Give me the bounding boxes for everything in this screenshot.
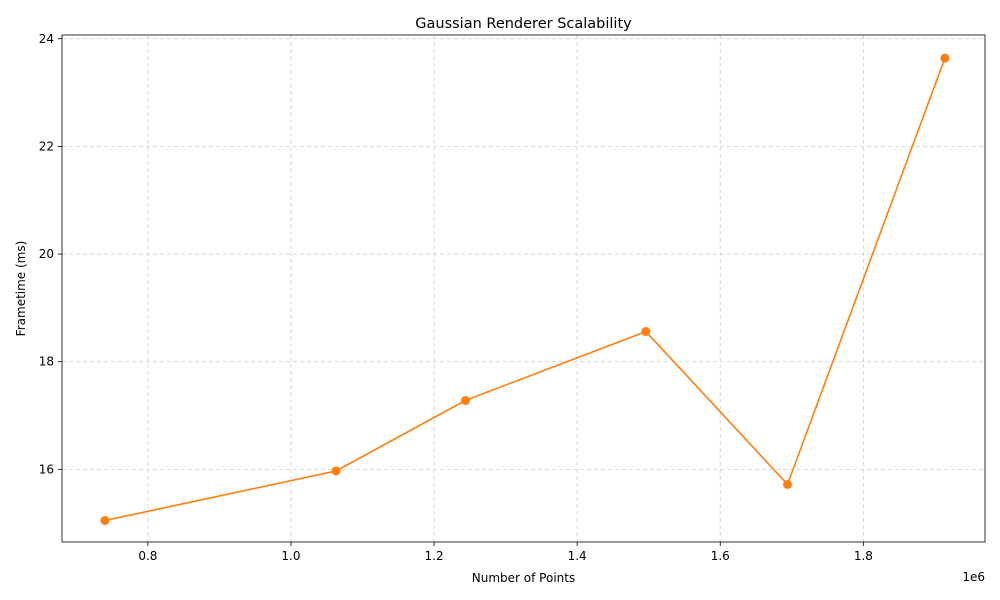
y-tick-label: 18: [39, 355, 54, 369]
plot-frame: [61, 34, 986, 543]
series-line: [104, 57, 946, 522]
tick-layer: 0.8 1.0 1.2 1.4 1.6 1.8 16 18 20 22 24: [39, 32, 873, 563]
x-axis-offset-label: 1e6: [962, 570, 985, 584]
data-point: [940, 53, 950, 63]
x-tick-label: 1.0: [281, 549, 300, 563]
data-point: [100, 515, 110, 525]
data-point: [783, 479, 793, 489]
x-tick-label: 1.2: [425, 549, 444, 563]
grid-layer: [62, 35, 985, 542]
series-layer: [100, 53, 950, 525]
data-point: [331, 466, 341, 476]
x-tick-label: 0.8: [138, 549, 157, 563]
data-point: [461, 395, 471, 405]
y-tick-label: 16: [39, 462, 54, 476]
y-tick-label: 22: [39, 139, 54, 153]
x-tick-label: 1.6: [711, 549, 730, 563]
y-tick-label: 20: [39, 247, 54, 261]
x-tick-label: 1.4: [568, 549, 587, 563]
chart-title: Gaussian Renderer Scalability: [415, 16, 632, 32]
y-tick-label: 24: [39, 32, 54, 46]
data-point: [641, 327, 651, 337]
x-axis-label: Number of Points: [472, 571, 575, 585]
x-tick-label: 1.8: [854, 549, 873, 563]
y-axis-label: Frametime (ms): [14, 241, 28, 337]
